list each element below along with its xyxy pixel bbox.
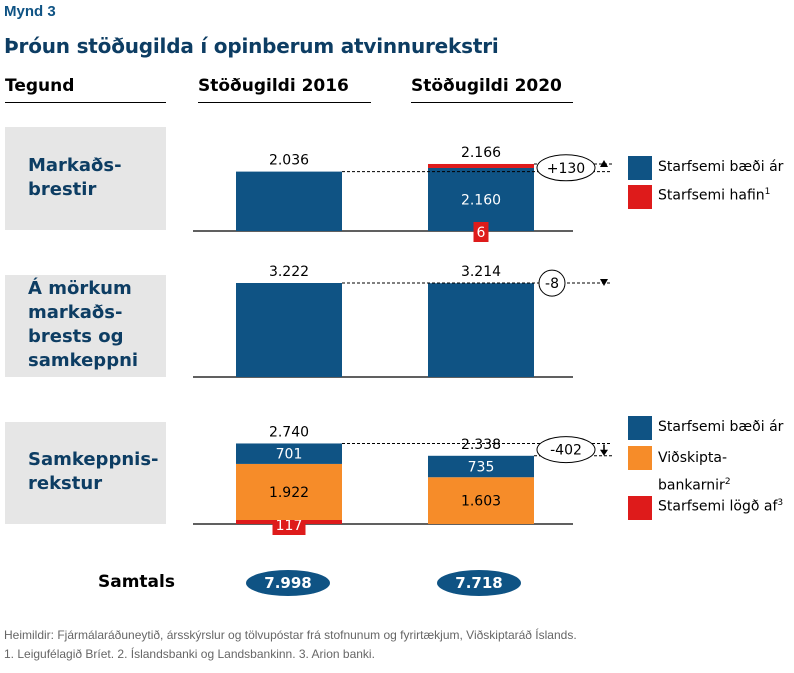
bar-segment	[428, 283, 534, 377]
column-rule-2020	[411, 102, 573, 103]
data-label: 1.603	[461, 494, 501, 510]
legend-footnote-ref: 1	[764, 187, 771, 197]
chart-title: Þróun stöðugilda í opinberum atvinnureks…	[4, 34, 499, 58]
column-rule-2016	[198, 102, 371, 103]
change-bubble	[538, 269, 566, 297]
category-box-samkeppnisrekstur: Samkeppnis- rekstur	[5, 422, 166, 524]
total-label: 2.740	[269, 424, 309, 440]
category-label-line: Samkeppnis-	[28, 449, 159, 470]
category-label-a-morkum: Á mörkum markaðs- brests og samkeppni	[28, 277, 138, 373]
bar-segment	[236, 171, 342, 231]
total-label: 3.222	[269, 264, 309, 280]
change-value: -8	[545, 276, 559, 292]
legend-swatch-red	[628, 496, 652, 520]
category-label-markadsbrestir: Markaðs- brestir	[28, 154, 122, 202]
total-label: 3.214	[461, 264, 501, 280]
legend-label: Starfsemi bæði ár	[658, 419, 784, 435]
bar-segment	[236, 283, 342, 377]
bar-segment	[428, 167, 534, 231]
change-value: +130	[547, 161, 585, 177]
grand-total-2020: 7.718	[437, 570, 521, 596]
total-label: 2.036	[269, 153, 309, 169]
legend-swatch-red	[628, 185, 652, 209]
column-header-type: Tegund	[5, 76, 75, 96]
bar-segment	[236, 443, 342, 464]
legend-swatch-blue	[628, 416, 652, 440]
bar-segment	[428, 163, 534, 168]
legend-label-text: bankarnir	[658, 477, 725, 494]
data-label: 701	[276, 447, 303, 463]
legend-label: Viðskipta- bankarnir2	[658, 446, 731, 498]
change-value: -402	[550, 443, 582, 459]
change-bubble	[536, 154, 596, 182]
bar-segment	[236, 463, 342, 520]
legend-label: Starfsemi hafin1	[658, 187, 770, 204]
legend-footnote-ref: 3	[777, 498, 784, 508]
category-label-line: Á mörkum	[28, 278, 132, 299]
category-box-a-morkum: Á mörkum markaðs- brests og samkeppni	[5, 275, 166, 377]
category-label-line: rekstur	[28, 473, 103, 494]
data-label-box	[473, 222, 489, 242]
category-label-line: Markaðs-	[28, 155, 122, 176]
legend-label-text: Starfsemi hafin	[658, 187, 765, 204]
total-label: 2.166	[461, 145, 501, 161]
legend-swatch-orange	[628, 446, 652, 470]
column-header-2020: Stöðugildi 2020	[411, 76, 562, 96]
arrow-up-icon	[600, 159, 608, 167]
arrow-down-icon	[600, 449, 608, 456]
legend-label: Starfsemi lögð af3	[658, 498, 783, 515]
arrow-down-icon	[600, 279, 608, 286]
legend-label: Starfsemi bæði ár	[658, 159, 784, 175]
data-label: 6	[477, 225, 486, 241]
footnote-list: 1. Leigufélagið Bríet. 2. Íslandsbanki o…	[4, 647, 375, 661]
total-label: 2.338	[461, 437, 501, 453]
grand-total-2016: 7.998	[246, 570, 330, 596]
legend-label-text: Starfsemi lögð af	[658, 498, 778, 515]
column-rule-type	[5, 102, 166, 103]
category-label-line: brests og	[28, 326, 124, 347]
data-label: 2.160	[461, 192, 501, 208]
legend-label-text: Viðskipta-	[658, 450, 728, 466]
grand-total-label: Samtals	[98, 572, 175, 592]
legend-swatch-blue	[628, 156, 652, 180]
change-bubble	[536, 436, 596, 464]
bar-segment	[428, 477, 534, 524]
data-label: 1.922	[269, 485, 309, 501]
source-note: Heimildir: Fjármálaráðuneytið, ársskýrsl…	[4, 628, 577, 642]
column-header-2016: Stöðugildi 2016	[198, 76, 349, 96]
bar-segment	[428, 455, 534, 478]
data-label: 735	[468, 460, 495, 476]
data-label: 117	[276, 518, 303, 534]
category-label-line: samkeppni	[28, 350, 139, 371]
category-label-line: markaðs-	[28, 302, 123, 323]
figure-label: Mynd 3	[4, 3, 56, 20]
category-label-line: brestir	[28, 179, 97, 200]
category-box-markadsbrestir: Markaðs- brestir	[5, 127, 166, 230]
legend-footnote-ref: 2	[724, 477, 731, 487]
category-label-samkeppnisrekstur: Samkeppnis- rekstur	[28, 448, 159, 496]
